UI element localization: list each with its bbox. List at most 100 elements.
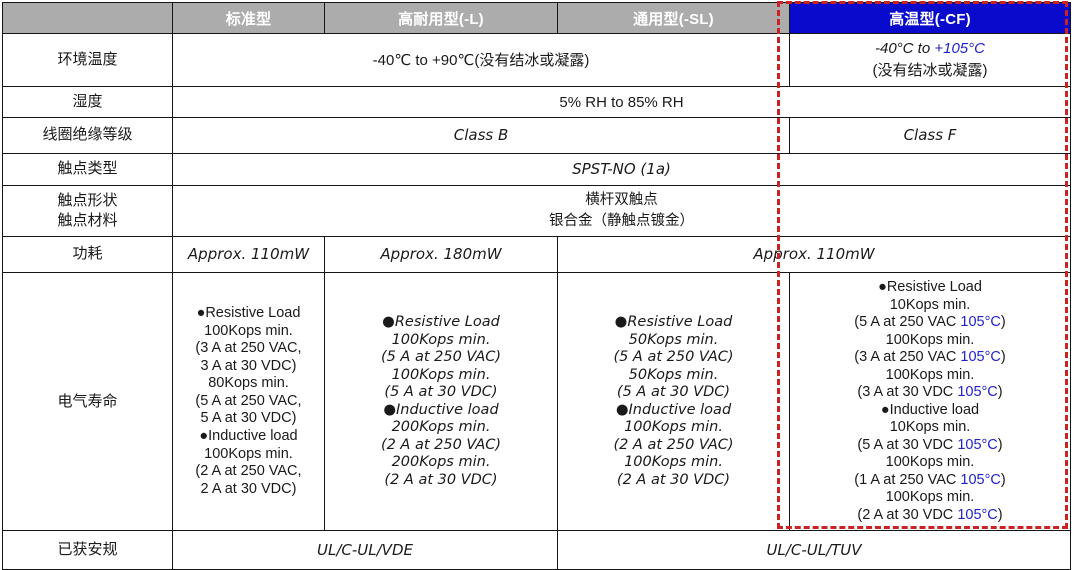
life-line: 100Kops min. (885, 489, 975, 506)
life-list-standard: ●Resistive Load 100Kops min. (3 A at 250 V… (173, 299, 324, 504)
life-line: (3 A at 250 VAC, (195, 340, 302, 357)
row-label-certifications: 已获安规 (2, 530, 173, 570)
row-humidity: 湿度 5% RH to 85% RH (2, 86, 1071, 118)
row-label-contact-type: 触点类型 (2, 153, 173, 186)
row-label-power-consumption: 功耗 (2, 236, 173, 273)
life-line: 3 A at 30 VDC) (200, 357, 297, 374)
life-line: 100Kops min. (204, 322, 293, 339)
cell-insulation-class-cf: Class F (789, 117, 1071, 154)
life-line: (2 A at 250 VAC, (195, 463, 302, 480)
life-line: ●Resistive Load (614, 314, 733, 331)
life-line: ●Inductive load (383, 401, 499, 418)
row-certifications: 已获安规 UL/C-UL/VDE UL/C-UL/TUV (2, 530, 1071, 570)
cf-temp-note: (没有结冰或凝露) (872, 62, 988, 79)
life-line: 10Kops min. (889, 419, 971, 436)
cell-contact-shape-material-value: 横杆双触点 银合金（静触点镀金） (172, 185, 1071, 237)
life-line: 200Kops min. (391, 454, 491, 471)
cell-ambient-temperature-cf: -40°C to +105°C (没有结冰或凝露) (789, 33, 1071, 87)
header-corner-cell (2, 2, 173, 34)
row-label-coil-insulation-class: 线圈绝缘等级 (2, 117, 173, 154)
life-line: (2 A at 30 VDC 105°C) (857, 506, 1003, 523)
life-line: 100Kops min. (885, 454, 975, 471)
life-line: (2 A at 250 VAC) (380, 436, 502, 453)
row-contact-type: 触点类型 SPST-NO (1a) (2, 153, 1071, 186)
cell-contact-type-value: SPST-NO (1a) (172, 153, 1071, 186)
temperature-highlight: 105°C (960, 471, 1001, 488)
life-line: 100Kops min. (204, 445, 293, 462)
life-line: 200Kops min. (391, 419, 491, 436)
life-line: 2 A at 30 VDC) (200, 480, 297, 497)
row-electrical-life: 电气寿命 ●Resistive Load 100Kops min. (3 A at … (2, 271, 1071, 532)
life-line: 100Kops min. (885, 366, 975, 383)
contact-shape-line: 横杆双触点 (585, 191, 658, 208)
row-label-contact-material: 触点材料 (57, 212, 118, 229)
cell-power-high-endurance: Approx. 180mW (324, 236, 558, 273)
life-line: (5 A at 30 VDC 105°C) (857, 436, 1003, 453)
life-line: (1 A at 250 VAC 105°C) (854, 471, 1006, 488)
life-line: (2 A at 250 VAC) (613, 436, 734, 453)
cell-insulation-class-common: Class B (172, 117, 790, 154)
cell-ambient-temperature-common: -40℃ to +90℃(没有结冰或凝露) (172, 33, 790, 87)
cf-temp-prefix: -40°C to (875, 40, 935, 58)
header-col-high-temperature: 高温型(-CF) (789, 2, 1071, 34)
life-line: 100Kops min. (391, 366, 491, 383)
life-line: 100Kops min. (624, 454, 723, 471)
life-line: (5 A at 30 VDC) (616, 384, 731, 401)
row-label-electrical-life: 电气寿命 (2, 271, 173, 532)
life-list-high-endurance: ●Resistive Load 100Kops min. (5 A at 250 V… (325, 308, 557, 495)
life-line: (3 A at 250 VAC 105°C) (854, 349, 1006, 366)
row-ambient-temperature: 环境温度 -40℃ to +90℃(没有结冰或凝露) -40°C to +105… (2, 33, 1071, 87)
table-header-row: 标准型 高耐用型(-L) 通用型(-SL) 高温型(-CF) (2, 2, 1071, 34)
life-line: (5 A at 30 VDC) (384, 384, 498, 401)
header-col-standard: 标准型 (172, 2, 325, 34)
header-col-high-endurance: 高耐用型(-L) (324, 2, 558, 34)
temperature-highlight: 105°C (957, 506, 998, 523)
cell-electrical-life-general-purpose: ●Resistive Load 50Kops min. (5 A at 250 VA… (557, 271, 790, 532)
life-list-high-temperature: ●Resistive Load 10Kops min. (5 A at 250 VA… (790, 273, 1070, 530)
cell-certifications-left: UL/C-UL/VDE (172, 530, 558, 570)
cell-electrical-life-high-endurance: ●Resistive Load 100Kops min. (5 A at 250 V… (324, 271, 558, 532)
cf-temp-value: +105°C (934, 40, 985, 58)
life-line: (5 A at 250 VAC 105°C) (854, 314, 1006, 331)
cell-certifications-right: UL/C-UL/TUV (557, 530, 1071, 570)
life-line: ●Resistive Load (382, 314, 500, 331)
life-line: ●Inductive load (615, 401, 732, 418)
header-col-general-purpose: 通用型(-SL) (557, 2, 790, 34)
life-line: 5 A at 30 VDC) (200, 410, 297, 427)
cell-electrical-life-high-temperature: ●Resistive Load 10Kops min. (5 A at 250 VA… (789, 271, 1071, 532)
life-line: 50Kops min. (628, 331, 719, 348)
life-list-general-purpose: ●Resistive Load 50Kops min. (5 A at 250 VA… (558, 308, 789, 495)
row-label-humidity: 湿度 (2, 86, 173, 118)
life-line: 10Kops min. (889, 296, 971, 313)
life-line: (3 A at 30 VDC 105°C) (857, 384, 1003, 401)
temperature-highlight: 105°C (957, 384, 998, 401)
life-line: 100Kops min. (885, 331, 975, 348)
temperature-highlight: 105°C (960, 349, 1001, 366)
row-label-ambient-temperature: 环境温度 (2, 33, 173, 87)
life-line: (5 A at 250 VAC, (195, 392, 302, 409)
life-line: ●Resistive Load (878, 279, 982, 295)
life-line: (2 A at 30 VDC) (384, 471, 498, 488)
life-line: (5 A at 250 VAC) (613, 349, 734, 366)
life-line: ●Inductive load (880, 401, 980, 418)
row-label-contact-shape: 触点形状 (57, 191, 118, 209)
life-line: (2 A at 30 VDC) (616, 471, 731, 488)
life-line: 80Kops min. (208, 375, 289, 392)
row-coil-insulation-class: 线圈绝缘等级 Class B Class F (2, 117, 1071, 154)
cell-power-general-and-high-temp: Approx. 110mW (557, 236, 1071, 273)
cell-electrical-life-standard: ●Resistive Load 100Kops min. (3 A at 250 V… (172, 271, 325, 532)
contact-material-line: 银合金（静触点镀金） (549, 213, 694, 229)
life-line: 100Kops min. (624, 419, 723, 436)
row-power-consumption: 功耗 Approx. 110mW Approx. 180mW Approx. 1… (2, 236, 1071, 273)
temperature-highlight: 105°C (960, 314, 1001, 331)
cell-power-standard: Approx. 110mW (172, 236, 325, 273)
row-label-contact-shape-material: 触点形状 触点材料 (2, 185, 173, 237)
life-line: ●Inductive load (199, 428, 298, 445)
temperature-highlight: 105°C (957, 436, 998, 453)
life-line: ●Resistive Load (196, 305, 301, 322)
cell-humidity-value: 5% RH to 85% RH (172, 86, 1071, 118)
life-line: 50Kops min. (628, 366, 719, 383)
life-line: (5 A at 250 VAC) (380, 349, 502, 366)
